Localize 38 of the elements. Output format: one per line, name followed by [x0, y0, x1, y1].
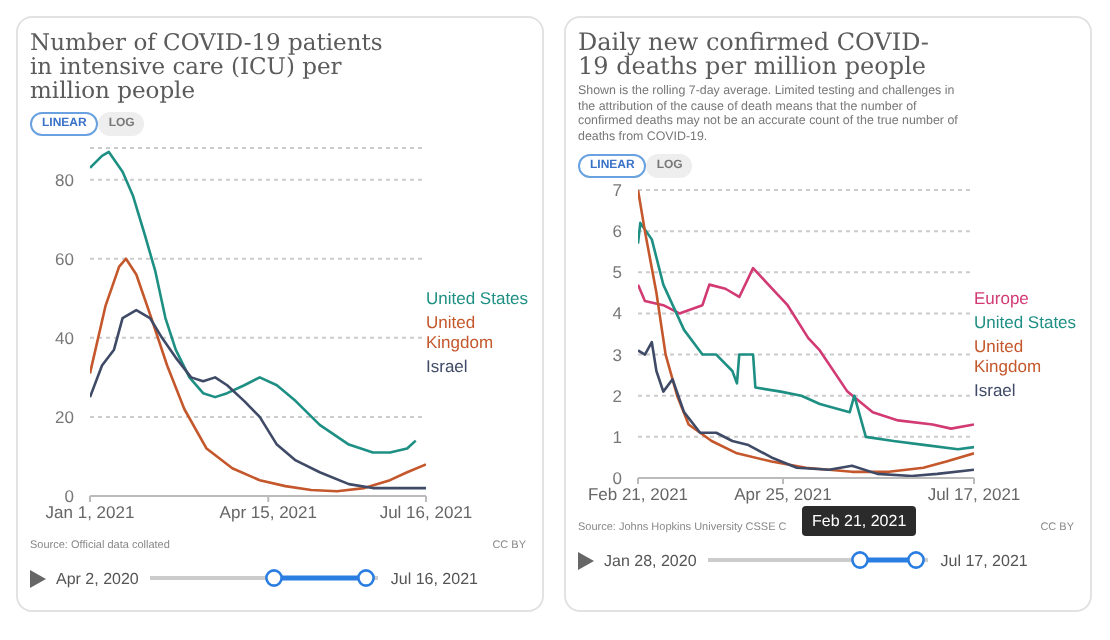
- y-tick-label: 60: [55, 248, 75, 269]
- line-series: [638, 222, 974, 452]
- text: Israel: [974, 380, 1018, 401]
- text: Jul 17, 2021: [940, 551, 1028, 570]
- y-tick-label: 7: [612, 180, 623, 201]
- line-series: [90, 150, 418, 454]
- text: Europe: [974, 288, 1031, 309]
- line-series: [638, 190, 974, 474]
- text: United Kingdom: [426, 312, 496, 352]
- x-tick-label: Apr 15, 2021: [219, 502, 318, 523]
- x-tick-label: Jul 17, 2021: [927, 484, 1021, 505]
- y-tick-label: 0: [64, 486, 75, 507]
- y-tick-label: 5: [612, 263, 623, 284]
- x-tick-label: Feb 21, 2021: [587, 484, 689, 505]
- y-tick-label: 40: [55, 327, 75, 348]
- x-tick-label: Jul 16, 2021: [379, 502, 473, 523]
- text: Jan 28, 2020: [604, 551, 697, 570]
- y-tick-label: 1: [612, 427, 623, 448]
- x-tick-label: Apr 25, 2021: [734, 484, 833, 505]
- y-tick-label: 20: [55, 406, 75, 427]
- y-tick-label: 0: [612, 468, 623, 489]
- y-tick-label: 6: [612, 221, 623, 242]
- y-tick-label: 4: [612, 304, 623, 325]
- text: Israel: [426, 356, 470, 376]
- text: United States: [426, 288, 530, 308]
- text: Jul 16, 2021: [390, 569, 478, 587]
- line-series: [90, 308, 426, 490]
- y-tick-label: 3: [612, 345, 623, 366]
- y-tick-label: 80: [55, 169, 75, 190]
- y-tick-label: 2: [612, 386, 623, 407]
- text: Apr 2, 2020: [56, 569, 139, 587]
- x-tick-label: Jan 1, 2021: [45, 502, 135, 523]
- line-series: [638, 341, 974, 478]
- line-series: [638, 267, 974, 431]
- text: United Kingdom: [974, 336, 1044, 377]
- text: United States: [974, 312, 1078, 333]
- chart-title: Number of COVID-19 patients in intensive care (ICU) per million people: [30, 28, 385, 104]
- chart-title: Daily new confirmed COVID-19 deaths per million people: [578, 28, 931, 80]
